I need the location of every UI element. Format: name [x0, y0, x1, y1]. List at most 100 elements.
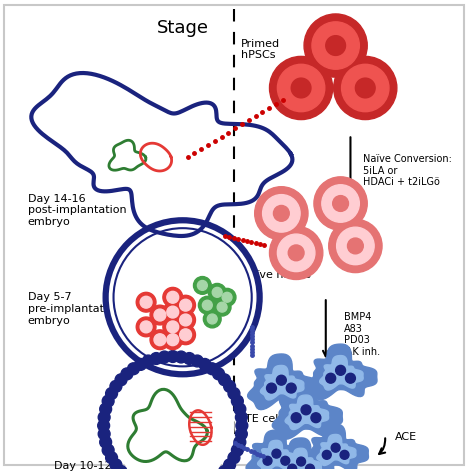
Circle shape: [306, 464, 314, 473]
Circle shape: [272, 449, 281, 458]
Circle shape: [167, 292, 179, 303]
Circle shape: [150, 353, 162, 365]
Circle shape: [291, 413, 301, 423]
Circle shape: [121, 368, 133, 380]
Text: Day 10-12: Day 10-12: [55, 461, 112, 471]
Circle shape: [333, 196, 348, 211]
Polygon shape: [283, 448, 321, 474]
Circle shape: [208, 283, 226, 301]
Polygon shape: [246, 430, 309, 474]
Circle shape: [202, 300, 212, 310]
Circle shape: [276, 375, 286, 385]
Circle shape: [102, 444, 114, 456]
Circle shape: [176, 310, 195, 330]
Circle shape: [219, 374, 230, 386]
Circle shape: [163, 287, 182, 307]
Circle shape: [206, 363, 218, 374]
Circle shape: [340, 450, 349, 459]
Circle shape: [199, 296, 216, 314]
Circle shape: [100, 436, 111, 448]
Circle shape: [176, 295, 195, 315]
Circle shape: [102, 395, 114, 407]
Polygon shape: [307, 344, 377, 400]
Text: Stage: Stage: [156, 19, 209, 37]
Circle shape: [219, 465, 230, 474]
Circle shape: [193, 276, 211, 294]
Circle shape: [135, 358, 146, 370]
Circle shape: [288, 245, 304, 261]
Circle shape: [212, 287, 222, 297]
Circle shape: [154, 334, 166, 346]
Circle shape: [218, 288, 236, 306]
Circle shape: [266, 383, 276, 393]
Circle shape: [140, 321, 152, 333]
Circle shape: [213, 298, 231, 316]
Circle shape: [236, 419, 248, 431]
Circle shape: [255, 187, 308, 240]
Circle shape: [136, 317, 156, 337]
FancyBboxPatch shape: [4, 5, 464, 465]
Circle shape: [277, 234, 315, 272]
Circle shape: [336, 365, 346, 375]
Circle shape: [175, 351, 187, 363]
Circle shape: [263, 195, 300, 232]
Circle shape: [167, 334, 179, 346]
Circle shape: [142, 355, 154, 367]
Circle shape: [231, 395, 243, 407]
Polygon shape: [247, 354, 318, 410]
Circle shape: [270, 226, 323, 280]
Circle shape: [297, 457, 306, 466]
Circle shape: [158, 351, 170, 363]
Circle shape: [270, 56, 333, 119]
Circle shape: [213, 368, 225, 380]
Circle shape: [150, 330, 170, 350]
Circle shape: [163, 330, 182, 350]
Text: Day 5-7
pre-implantation
embryo: Day 5-7 pre-implantation embryo: [27, 292, 121, 326]
Polygon shape: [257, 440, 297, 472]
Circle shape: [222, 292, 232, 302]
Text: ACE: ACE: [395, 432, 417, 442]
Text: TE cells: TE cells: [245, 414, 287, 424]
Circle shape: [163, 317, 182, 337]
Circle shape: [234, 403, 246, 415]
Circle shape: [180, 299, 191, 311]
Circle shape: [207, 314, 217, 324]
Circle shape: [167, 321, 179, 333]
Circle shape: [326, 36, 346, 55]
Circle shape: [106, 452, 118, 464]
Circle shape: [180, 314, 191, 326]
Circle shape: [198, 281, 207, 291]
Polygon shape: [260, 365, 304, 400]
Circle shape: [277, 64, 325, 112]
Circle shape: [236, 411, 247, 423]
Circle shape: [115, 465, 127, 474]
Circle shape: [121, 472, 133, 474]
Polygon shape: [273, 383, 342, 439]
Circle shape: [281, 456, 290, 465]
Circle shape: [150, 305, 170, 325]
Polygon shape: [319, 356, 363, 390]
Circle shape: [291, 78, 311, 98]
Circle shape: [304, 14, 367, 77]
Circle shape: [356, 78, 375, 98]
Circle shape: [347, 238, 363, 254]
Circle shape: [180, 329, 191, 341]
Circle shape: [301, 405, 311, 415]
Circle shape: [224, 459, 236, 471]
Circle shape: [98, 419, 109, 431]
Circle shape: [234, 436, 246, 448]
Polygon shape: [317, 435, 356, 465]
Circle shape: [167, 351, 179, 363]
Circle shape: [236, 428, 247, 440]
Polygon shape: [285, 395, 328, 429]
Circle shape: [334, 56, 397, 119]
Circle shape: [110, 459, 122, 471]
Circle shape: [183, 353, 195, 365]
Circle shape: [311, 413, 321, 423]
Circle shape: [342, 64, 389, 112]
Circle shape: [108, 222, 258, 372]
Circle shape: [128, 363, 139, 374]
Circle shape: [98, 411, 110, 423]
Circle shape: [115, 374, 127, 386]
Circle shape: [346, 374, 356, 383]
